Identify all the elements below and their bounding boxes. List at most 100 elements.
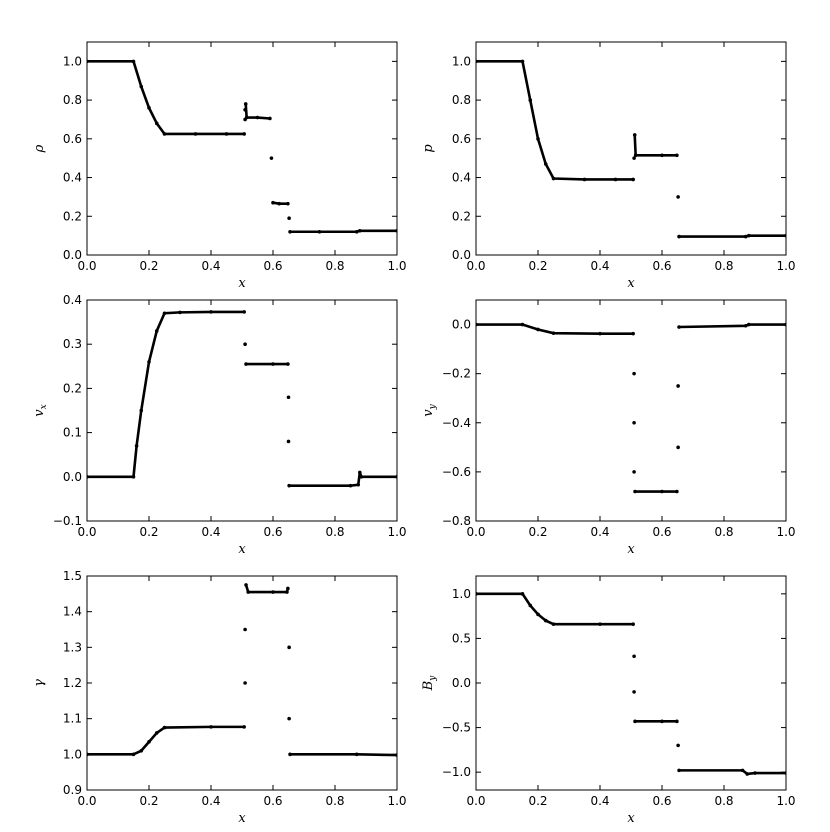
axes-frame <box>475 299 787 522</box>
y-tick-label: 0.9 <box>63 783 82 797</box>
x-axis-label: x <box>627 276 635 291</box>
x-tick-label: 0.4 <box>590 525 609 539</box>
x-tick-label: 0.2 <box>528 259 547 273</box>
axes-frame <box>86 299 398 522</box>
data-point <box>246 590 250 594</box>
data-point <box>162 311 167 316</box>
data-point <box>243 102 248 106</box>
y-tick-label: 0.5 <box>452 631 471 645</box>
y-tick-label: 0.0 <box>63 248 82 262</box>
data-point <box>632 654 636 659</box>
data-point <box>631 331 635 336</box>
x-tick-label: 0.8 <box>325 525 344 539</box>
y-tick-label: 0.2 <box>63 381 82 395</box>
data-point <box>286 439 291 444</box>
x-tick-label: 0.6 <box>263 794 282 808</box>
y-tick-label: −0.4 <box>442 416 471 430</box>
data-point <box>356 482 361 487</box>
data-point <box>551 331 556 335</box>
y-tick-label: −0.1 <box>53 514 82 528</box>
data-point <box>287 716 291 721</box>
plot-area <box>476 322 786 494</box>
data-point <box>632 156 636 160</box>
y-axis-label-main: p <box>421 144 436 153</box>
x-tick-label: 0.2 <box>528 794 547 808</box>
data-point <box>740 768 745 773</box>
data-line <box>476 323 786 493</box>
y-tick-label: 1.0 <box>452 54 471 68</box>
data-point <box>268 116 272 121</box>
x-tick-label: 1.0 <box>387 259 406 273</box>
data-point <box>147 740 151 744</box>
axes-frame <box>86 575 398 791</box>
data-point <box>286 395 291 400</box>
y-tick-label: −0.6 <box>442 465 471 479</box>
y-tick-label: 0.4 <box>452 171 471 185</box>
data-point <box>753 771 757 775</box>
x-tick-label: 0.2 <box>139 259 158 273</box>
axes-frame <box>475 575 787 791</box>
y-tick-label: 0.4 <box>63 293 82 307</box>
data-point <box>632 420 636 425</box>
data-point <box>633 489 637 494</box>
data-point <box>271 200 275 205</box>
data-point <box>243 107 247 112</box>
data-point <box>242 132 246 136</box>
axes-frame <box>86 41 398 256</box>
y-tick-label: 0.6 <box>63 132 82 146</box>
x-axis-label: x <box>238 811 246 826</box>
x-tick-label: 1.0 <box>776 525 795 539</box>
data-point <box>632 371 636 376</box>
y-tick-label: 1.4 <box>63 605 82 619</box>
data-line <box>87 60 397 234</box>
data-point <box>358 470 362 475</box>
x-tick-label: 0.8 <box>325 259 344 273</box>
data-point <box>242 725 246 729</box>
y-axis-label: vx <box>32 404 49 416</box>
data-point <box>675 719 679 724</box>
x-tick-label: 0.4 <box>201 259 220 273</box>
data-point <box>147 360 151 364</box>
y-axis-label: γ <box>32 679 47 687</box>
data-point <box>317 229 322 234</box>
y-tick-label: −0.5 <box>442 721 471 735</box>
subplot: 0.0 0.2 0.4 0.6 0.8 1.0 0.0 0.2 0.4 0.6 0.8 1.0 x p <box>421 41 796 291</box>
data-point <box>354 752 359 757</box>
x-tick-label: 0.2 <box>528 525 547 539</box>
data-point <box>287 483 291 488</box>
y-axis-label: By <box>421 675 438 692</box>
x-axis-label: x <box>238 276 246 291</box>
data-point <box>244 362 248 366</box>
y-tick-label: −1.0 <box>442 765 471 779</box>
x-tick-label: 0.0 <box>466 525 485 539</box>
plot-area <box>476 59 786 239</box>
data-point <box>676 384 680 388</box>
y-tick-label: 0.2 <box>452 209 471 223</box>
x-tick-label: 0.8 <box>714 794 733 808</box>
y-tick-label: 1.5 <box>63 569 82 583</box>
subplot: 0.0 0.2 0.4 0.6 0.8 1.0 0.0 0.2 0.4 0.6 0.8 1.0 x ρ <box>32 41 407 291</box>
data-point <box>745 772 750 776</box>
y-axis-label-sub: x <box>39 404 49 409</box>
data-point <box>632 690 636 694</box>
data-point <box>285 590 289 594</box>
x-tick-label: 0.0 <box>466 794 485 808</box>
x-tick-label: 0.8 <box>325 794 344 808</box>
y-tick-label: −0.8 <box>442 514 471 528</box>
data-point <box>359 475 364 479</box>
y-tick-label: 1.0 <box>452 587 471 601</box>
data-point <box>676 445 680 450</box>
y-tick-label: 1.1 <box>63 712 82 726</box>
data-point <box>675 489 679 494</box>
plot-area <box>87 583 397 757</box>
data-point <box>677 234 681 239</box>
subplot: 0.0 0.2 0.4 0.6 0.8 1.0 0.9 1.0 1.1 1.2 1.3 1.4 1.5 x… <box>32 569 407 826</box>
data-point <box>287 216 291 221</box>
data-point <box>598 622 602 626</box>
data-point <box>633 153 638 158</box>
data-point <box>269 156 274 160</box>
data-point <box>543 162 548 166</box>
y-axis-label-main: v <box>421 409 436 417</box>
data-point <box>243 681 247 685</box>
